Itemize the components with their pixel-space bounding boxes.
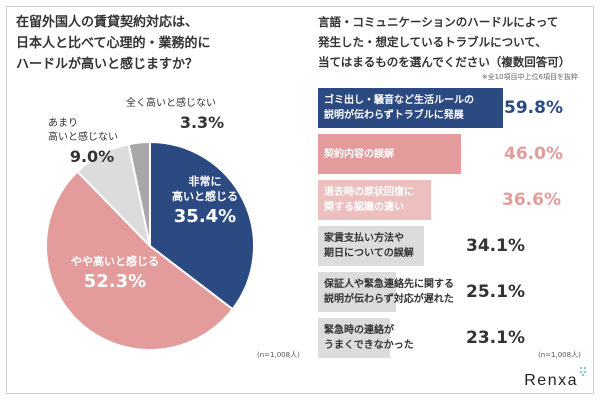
bar-category-label: 退去時の原状回復に 関する認識の違い bbox=[324, 187, 414, 213]
pie-sample-size: (n=1,008人) bbox=[257, 351, 300, 359]
pie-slice-somewhat-high-value: 52.3% bbox=[84, 271, 146, 292]
pie-slice-somewhat-high-label: やや高いと感じる bbox=[71, 254, 159, 268]
bar-category-label: 保証人や緊急連絡先に関する 説明が伝わらず対応が遅れた bbox=[324, 279, 454, 305]
bar-fill bbox=[318, 318, 390, 358]
pie-slice-very-high-label: 非常に高いと感じる bbox=[172, 174, 238, 203]
bar-value-label: 34.1% bbox=[466, 236, 525, 256]
brand-dots-icon bbox=[580, 367, 587, 376]
bar-value-label: 59.8% bbox=[504, 98, 563, 118]
bar-row: 契約内容の誤解 46.0% bbox=[318, 132, 580, 178]
pie-chart-title: 在留外国人の賃貸契約対応は、 日本人と比べて心理的・業務的に ハードルが高いと感… bbox=[16, 15, 211, 72]
bar-row: 保証人や緊急連絡先に関する 説明が伝わらず対応が遅れた 25.1% bbox=[318, 270, 580, 316]
bar-row: 緊急時の連絡が うまくできなかった 23.1% bbox=[318, 316, 580, 362]
bar-fill bbox=[318, 272, 396, 312]
bar-sample-size: (n=1,008人) bbox=[538, 351, 581, 359]
bar-fill bbox=[318, 226, 424, 266]
pie-slice-not-at-all-high-value: 3.3% bbox=[180, 113, 224, 132]
bar-value-label: 25.1% bbox=[466, 282, 525, 302]
bar-category-label: 契約内容の誤解 bbox=[324, 148, 394, 160]
pie-slice-not-very-high-label: あまり高いと感じない bbox=[48, 117, 118, 143]
pie-slice-somewhat-high bbox=[45, 170, 234, 351]
bar-category-label: 緊急時の連絡が うまくできなかった bbox=[324, 325, 414, 351]
bar-category-label: 家賃支払い方法や 期日についての誤解 bbox=[324, 233, 414, 259]
bar-row: ゴミ出し・騒音など生活ルールの 説明が伝わらずトラブルに発展 59.8% bbox=[318, 86, 580, 132]
bar-fill bbox=[318, 88, 503, 128]
pie-slice-not-very-high-value: 9.0% bbox=[70, 147, 114, 166]
bar-value-label: 23.1% bbox=[466, 328, 525, 348]
bar-value-label: 36.6% bbox=[502, 190, 561, 210]
brand-logo: Renxa bbox=[524, 372, 578, 389]
bar-chart: ゴミ出し・騒音など生活ルールの 説明が伝わらずトラブルに発展 59.8% 契約内容の… bbox=[318, 86, 580, 362]
bar-fill bbox=[318, 180, 431, 220]
pie-slice-very-high-value: 35.4% bbox=[174, 206, 236, 227]
pie-slice-not-at-all-high bbox=[127, 140, 151, 247]
bar-fill bbox=[318, 134, 461, 174]
pie-slice-very-high bbox=[149, 140, 255, 311]
pie-slice-not-at-all-high-label: 全く高いと感じない bbox=[126, 96, 216, 109]
bar-category-label: ゴミ出し・騒音など生活ルールの 説明が伝わらずトラブルに発展 bbox=[324, 95, 474, 121]
bar-row: 家賃支払い方法や 期日についての誤解 34.1% bbox=[318, 224, 580, 270]
bar-chart-title: 言語・コミュニケーションのハードルによって 発生した・想定しているトラブルについ… bbox=[318, 15, 571, 69]
bar-row: 退去時の原状回復に 関する認識の違い 36.6% bbox=[318, 178, 580, 224]
bar-chart-note: ※全10項目中上位6項目を抜粋 bbox=[481, 73, 578, 81]
bar-value-label: 46.0% bbox=[504, 144, 563, 164]
